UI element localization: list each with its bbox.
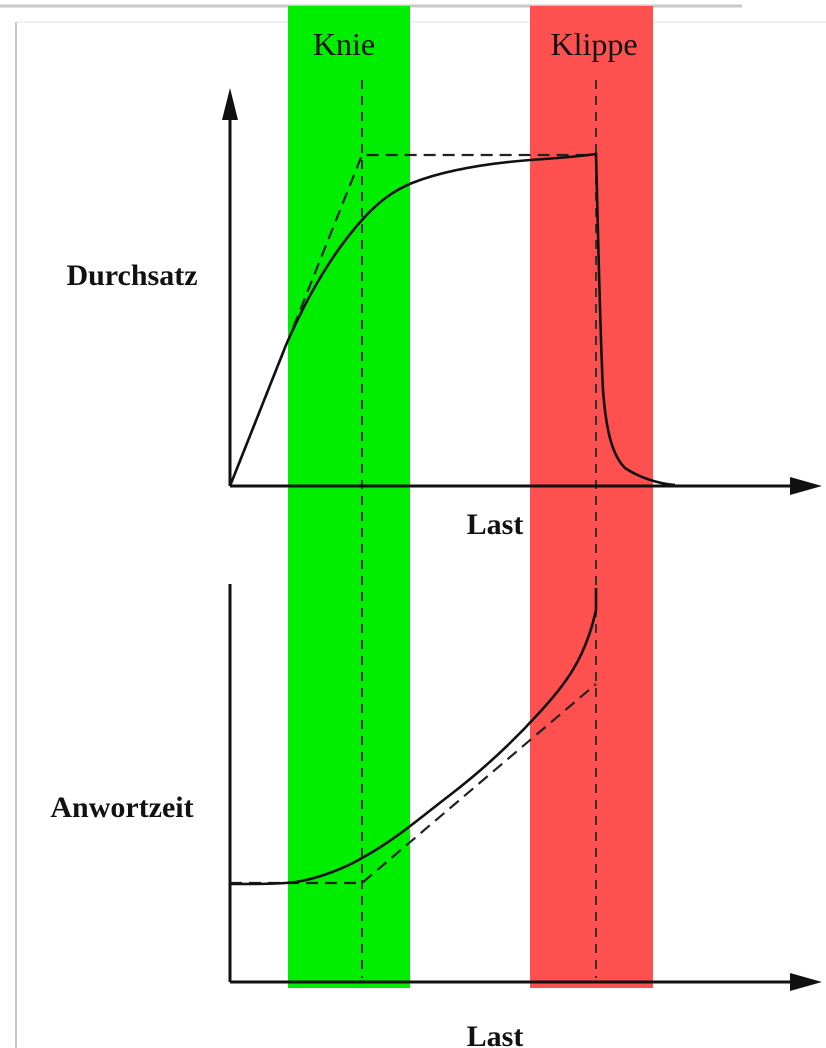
throughput-panel: Durchsatz Last	[66, 88, 822, 541]
throughput-axis-label: Durchsatz	[66, 259, 197, 292]
throughput-y-arrow	[222, 88, 238, 120]
response-axis-label: Anwortzeit	[50, 791, 193, 824]
cliff-band	[530, 6, 653, 988]
response-x-arrow	[790, 973, 822, 991]
load-axis-label-top: Last	[467, 508, 524, 541]
knee-label: Knie	[313, 26, 375, 62]
load-axis-label-bottom: Last	[467, 1020, 524, 1048]
knee-band	[288, 6, 410, 988]
response-panel: Anwortzeit Last	[50, 584, 822, 1048]
cliff-label: Klippe	[550, 26, 637, 62]
response-curve	[229, 588, 598, 886]
throughput-curve	[228, 152, 676, 487]
throughput-x-arrow	[790, 477, 822, 495]
